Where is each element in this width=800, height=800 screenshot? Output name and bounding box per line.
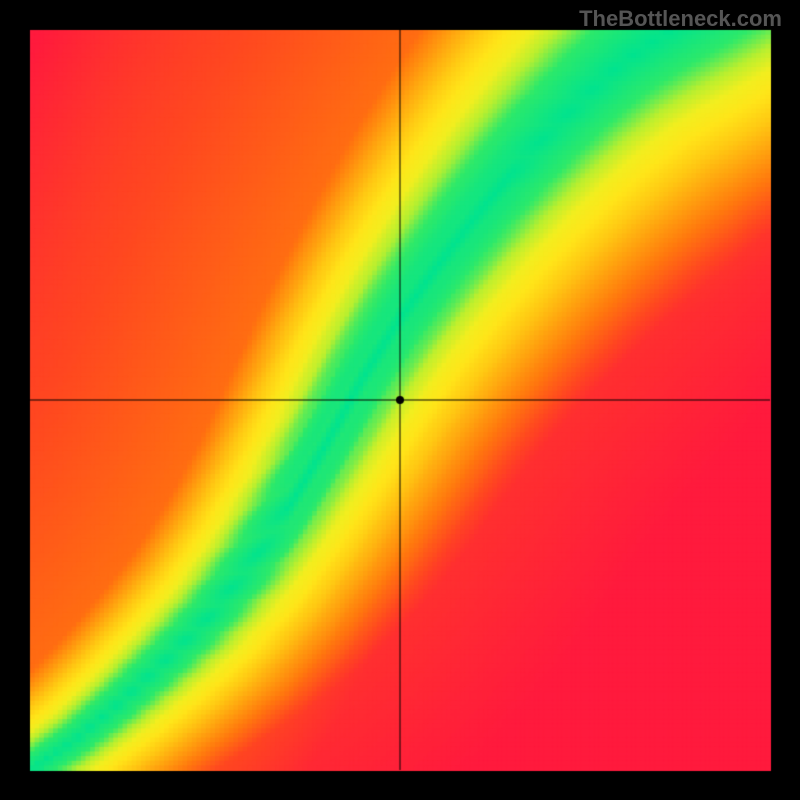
watermark-text: TheBottleneck.com — [579, 6, 782, 32]
bottleneck-heatmap — [0, 0, 800, 800]
chart-container: TheBottleneck.com — [0, 0, 800, 800]
